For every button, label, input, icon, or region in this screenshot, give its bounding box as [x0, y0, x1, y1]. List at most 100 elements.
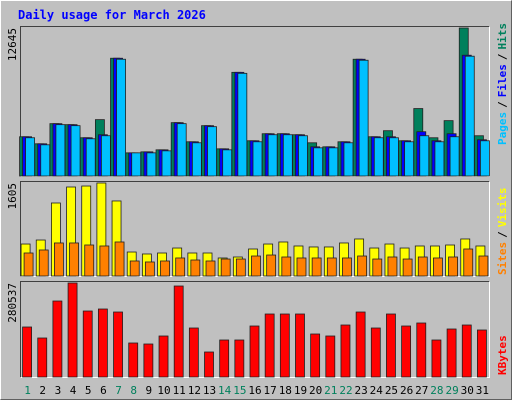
legend-separator: /	[496, 101, 509, 108]
legend: Pages / Files / Hits	[496, 23, 509, 145]
bar	[129, 260, 140, 277]
bar	[249, 325, 260, 378]
y-tick-label: 12645	[6, 28, 19, 61]
x-tick-label: 29	[445, 384, 458, 397]
bar	[310, 333, 321, 378]
bar	[355, 311, 366, 378]
y-tick-label: 280537	[6, 283, 19, 323]
bar	[175, 257, 186, 277]
x-tick-label: 13	[203, 384, 216, 397]
x-tick-label: 12	[188, 384, 201, 397]
bar	[340, 324, 351, 378]
plot-border-dark	[20, 26, 490, 177]
bar	[419, 135, 430, 177]
bar	[389, 137, 399, 177]
bar	[191, 142, 202, 177]
bar	[266, 254, 277, 277]
legend-entry: Pages	[496, 112, 509, 145]
bar	[326, 257, 337, 277]
bar	[416, 322, 427, 378]
legend: KBytes	[496, 335, 509, 375]
x-tick-label: 17	[264, 384, 277, 397]
legend: Sites / Visits	[496, 188, 509, 276]
chart-title: Daily usage for March 2026	[18, 8, 206, 22]
bar	[205, 260, 216, 277]
bar	[431, 339, 442, 378]
bar	[204, 351, 214, 378]
bar	[478, 255, 489, 277]
x-tick-label: 23	[355, 384, 368, 397]
bar	[37, 337, 48, 378]
x-tick-label: 28	[430, 384, 443, 397]
bar	[251, 255, 261, 277]
bar	[313, 147, 324, 177]
x-tick-label: 3	[55, 384, 62, 397]
bar	[401, 325, 412, 378]
bar	[188, 327, 199, 378]
bar	[70, 125, 81, 177]
bar	[372, 258, 383, 277]
bar	[342, 257, 352, 277]
legend-separator: /	[496, 53, 509, 60]
bar	[279, 313, 290, 378]
bar	[144, 261, 155, 277]
bar	[161, 150, 172, 177]
bar	[54, 242, 64, 277]
x-tick-label: 22	[339, 384, 352, 397]
x-tick-label: 6	[100, 384, 107, 397]
bar	[128, 342, 139, 378]
bar	[82, 310, 93, 378]
bar	[282, 134, 293, 177]
x-tick-label: 4	[70, 384, 77, 397]
bar	[222, 149, 233, 177]
x-tick-label: 2	[39, 384, 46, 397]
bar	[235, 258, 246, 277]
plot-border-dark	[20, 181, 490, 277]
bar	[97, 308, 108, 378]
plot-border-light	[20, 181, 490, 277]
x-tick-label: 31	[476, 384, 489, 397]
x-tick-label: 19	[294, 384, 307, 397]
bar	[146, 152, 157, 177]
bar	[402, 258, 413, 277]
bar	[99, 245, 110, 277]
bar	[52, 300, 63, 378]
bar	[220, 258, 231, 277]
x-tick-label: 11	[173, 384, 186, 397]
bar	[252, 141, 263, 177]
bar	[219, 339, 230, 378]
bar	[23, 252, 34, 277]
x-tick-label: 27	[415, 384, 428, 397]
bar	[143, 343, 154, 378]
bar	[387, 256, 398, 277]
plot-border-dark	[20, 281, 490, 378]
legend-entry: Hits	[496, 23, 509, 50]
bar	[234, 339, 245, 378]
bar	[281, 256, 292, 277]
bar	[113, 311, 123, 378]
bar	[295, 313, 305, 378]
bar	[114, 241, 125, 277]
legend-entry: Files	[496, 64, 509, 97]
x-tick-label: 10	[157, 384, 170, 397]
bar	[328, 147, 339, 177]
bar	[446, 328, 457, 378]
bar	[358, 59, 369, 177]
bar	[417, 256, 428, 277]
x-tick-label: 20	[309, 384, 322, 397]
bar	[173, 285, 184, 378]
bar	[325, 335, 336, 378]
x-tick-label: 8	[130, 384, 137, 397]
x-tick-label: 26	[400, 384, 413, 397]
bar	[464, 55, 475, 177]
bar	[448, 256, 458, 277]
bar	[22, 326, 32, 378]
bar	[373, 137, 384, 177]
x-tick-label: 5	[85, 384, 92, 397]
x-tick-label: 18	[279, 384, 292, 397]
bar	[357, 255, 368, 277]
bar	[176, 123, 187, 177]
bar	[311, 257, 322, 277]
